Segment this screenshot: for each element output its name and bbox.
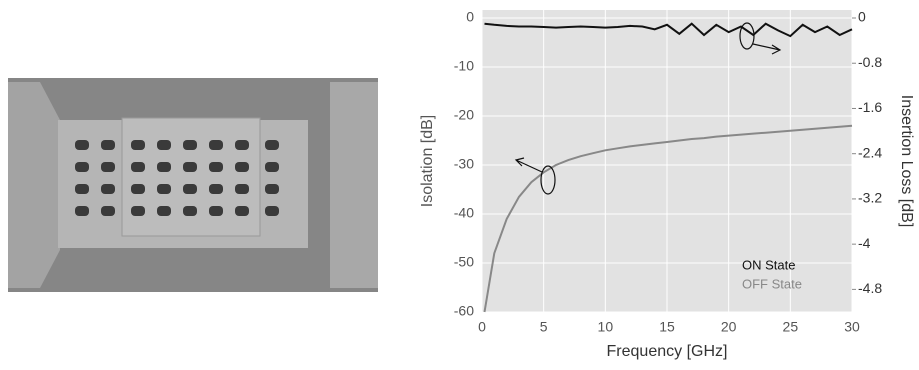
hole xyxy=(209,206,223,216)
hole xyxy=(75,162,89,172)
hole xyxy=(157,206,171,216)
y-tick-label: 0 xyxy=(466,9,474,25)
right-pad xyxy=(330,82,378,288)
hole xyxy=(183,162,197,172)
hole xyxy=(157,162,171,172)
y-tick-label: -30 xyxy=(454,156,474,172)
x-tick-label: 30 xyxy=(844,319,860,335)
hole xyxy=(131,206,145,216)
hole xyxy=(265,140,279,150)
hole xyxy=(183,206,197,216)
legend-entry: ON State xyxy=(742,257,795,272)
hole xyxy=(235,162,249,172)
hole xyxy=(131,162,145,172)
hole xyxy=(101,140,115,150)
legend-entry: OFF State xyxy=(742,276,802,291)
y2-tick-label: 0 xyxy=(858,9,866,25)
hole xyxy=(183,140,197,150)
x-tick-label: 25 xyxy=(783,319,799,335)
y-tick-label: -50 xyxy=(454,254,474,270)
hole xyxy=(265,162,279,172)
x-tick-label: 5 xyxy=(540,319,548,335)
hole xyxy=(235,206,249,216)
y2-tick-label: -4.8 xyxy=(858,280,882,296)
hole xyxy=(131,140,145,150)
hole xyxy=(235,140,249,150)
hole xyxy=(157,140,171,150)
y-tick-label: -10 xyxy=(454,58,474,74)
hole xyxy=(265,206,279,216)
y2-tick-label: -2.4 xyxy=(858,144,882,160)
y2-axis-label: Insertion Loss [dB] xyxy=(898,95,915,228)
hole xyxy=(101,206,115,216)
y2-tick-label: -1.6 xyxy=(858,99,882,115)
y-tick-label: -40 xyxy=(454,205,474,221)
hole xyxy=(235,184,249,194)
plate xyxy=(122,118,260,236)
hole xyxy=(101,184,115,194)
hole xyxy=(157,184,171,194)
left-pad xyxy=(8,82,60,288)
hole xyxy=(265,184,279,194)
y-axis-label: Isolation [dB] xyxy=(419,115,436,208)
y2-tick-label: -0.8 xyxy=(858,54,882,70)
device-image xyxy=(8,78,378,292)
hole xyxy=(209,140,223,150)
x-tick-label: 15 xyxy=(659,319,675,335)
hole xyxy=(75,184,89,194)
y2-tick-label: -3.2 xyxy=(858,190,882,206)
hole xyxy=(75,206,89,216)
hole xyxy=(209,184,223,194)
hole xyxy=(75,140,89,150)
y-tick-label: -20 xyxy=(454,107,474,123)
page: {"chart_data": {"type": "line", "x_label… xyxy=(0,0,919,365)
hole xyxy=(101,162,115,172)
x-tick-label: 0 xyxy=(478,319,486,335)
x-tick-label: 20 xyxy=(721,319,737,335)
x-tick-label: 10 xyxy=(598,319,614,335)
hole xyxy=(183,184,197,194)
y2-tick-label: -4 xyxy=(858,235,871,251)
x-axis-label: Frequency [GHz] xyxy=(607,343,728,360)
y-tick-label: -60 xyxy=(454,303,474,319)
hole xyxy=(209,162,223,172)
hole xyxy=(131,184,145,194)
figure: Frequency [GHz] Isolation [dB] Insertion… xyxy=(0,0,919,365)
